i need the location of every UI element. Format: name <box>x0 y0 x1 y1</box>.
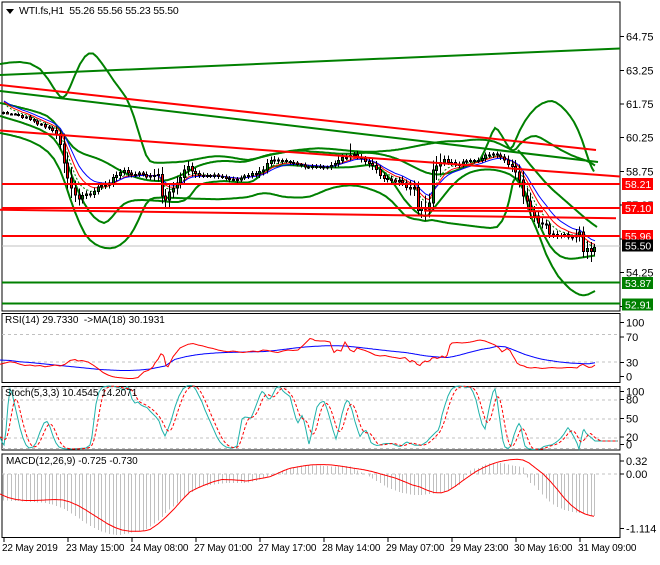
svg-text:29 May 23:00: 29 May 23:00 <box>450 543 509 554</box>
svg-text:24 May 08:00: 24 May 08:00 <box>130 543 189 554</box>
svg-text:64.75: 64.75 <box>626 31 654 43</box>
svg-text:0.00: 0.00 <box>626 469 647 481</box>
svg-text:27 May 17:00: 27 May 17:00 <box>258 543 317 554</box>
svg-text:58.75: 58.75 <box>626 166 654 178</box>
svg-text:57.10: 57.10 <box>625 203 651 215</box>
svg-text:-1.114: -1.114 <box>626 524 656 536</box>
svg-text:70: 70 <box>626 332 638 344</box>
svg-text:31 May 09:00: 31 May 09:00 <box>578 543 637 554</box>
svg-text:Stoch(5,3,3) 10.4545 14.2071: Stoch(5,3,3) 10.4545 14.2071 <box>5 388 138 399</box>
svg-text:WTI.fs,H1 55.26 55.56 55.23 5: WTI.fs,H1 55.26 55.56 55.23 55.50 <box>19 5 179 17</box>
svg-text:MACD(12,26,9) -0.725 -0.730: MACD(12,26,9) -0.725 -0.730 <box>6 456 138 467</box>
svg-text:100: 100 <box>626 387 644 399</box>
svg-text:28 May 14:00: 28 May 14:00 <box>322 543 381 554</box>
svg-text:30: 30 <box>626 358 638 370</box>
svg-text:22 May 2019: 22 May 2019 <box>2 543 58 554</box>
svg-text:52.91: 52.91 <box>625 299 651 311</box>
svg-text:53.87: 53.87 <box>625 278 651 290</box>
svg-text:63.25: 63.25 <box>626 65 654 77</box>
svg-text:23 May 15:00: 23 May 15:00 <box>66 543 125 554</box>
svg-text:50: 50 <box>626 414 638 426</box>
svg-text:0: 0 <box>626 372 632 384</box>
svg-text:60.25: 60.25 <box>626 133 654 145</box>
svg-text:29 May 07:00: 29 May 07:00 <box>386 543 445 554</box>
svg-text:0.32: 0.32 <box>626 456 647 468</box>
svg-text:55.50: 55.50 <box>625 240 651 252</box>
svg-text:100: 100 <box>626 318 644 330</box>
svg-text:20: 20 <box>626 432 638 444</box>
svg-text:30 May 16:00: 30 May 16:00 <box>514 543 573 554</box>
svg-text:RSI(14) 29.7330 ->MA(18) 30.1: RSI(14) 29.7330 ->MA(18) 30.1931 <box>5 315 165 326</box>
svg-text:0: 0 <box>626 440 632 452</box>
svg-text:27 May 01:00: 27 May 01:00 <box>194 543 253 554</box>
svg-text:54.25: 54.25 <box>626 267 654 279</box>
svg-text:61.75: 61.75 <box>626 99 654 111</box>
svg-text:58.21: 58.21 <box>625 179 651 191</box>
svg-text:80: 80 <box>626 395 638 407</box>
